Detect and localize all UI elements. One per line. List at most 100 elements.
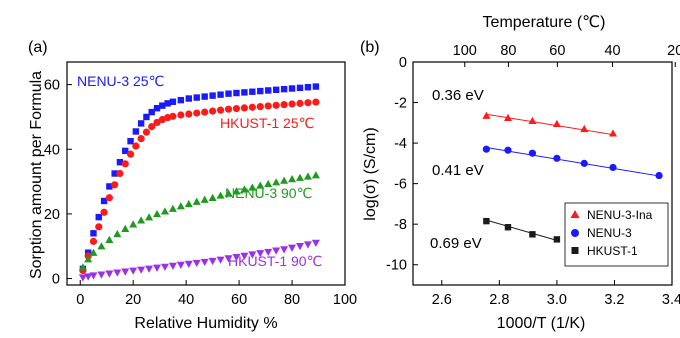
y-tick-label-a: 60 xyxy=(44,78,60,94)
data-point-a xyxy=(208,257,217,266)
top-x-axis-label-b: Temperature (℃) xyxy=(483,14,606,31)
data-point-a xyxy=(105,235,114,243)
data-point-a xyxy=(256,103,264,111)
data-point-a xyxy=(200,195,209,203)
data-point-a xyxy=(105,270,114,278)
data-point-a xyxy=(303,172,312,180)
data-point-a xyxy=(295,243,304,251)
data-point-a xyxy=(288,244,297,252)
y-axis-label-a: Sorption amount per Formula xyxy=(28,71,45,279)
data-point-a xyxy=(164,100,171,107)
data-point-a xyxy=(132,128,140,135)
data-point-a xyxy=(169,112,177,120)
data-point-a xyxy=(200,258,209,267)
data-point-a xyxy=(256,181,265,189)
data-point-b xyxy=(482,145,490,153)
data-point-a xyxy=(296,99,304,107)
data-point-a xyxy=(148,123,156,131)
data-point-a xyxy=(129,220,138,228)
data-point-a xyxy=(89,272,98,280)
data-point-a xyxy=(137,134,145,143)
series-b-0 xyxy=(482,111,618,137)
data-point-a xyxy=(240,252,249,260)
data-point-a xyxy=(304,84,312,91)
x-axis-label-a: Relative Humidity % xyxy=(134,315,277,332)
data-point-a xyxy=(143,113,150,121)
panel-a-label: (a) xyxy=(28,39,48,56)
data-point-a xyxy=(97,271,106,279)
data-point-a xyxy=(184,199,193,208)
series-b-1 xyxy=(482,145,663,180)
data-point-a xyxy=(257,87,264,95)
data-point-a xyxy=(232,254,241,262)
legend-marker-nenu3 xyxy=(571,229,579,237)
x-tick-label-a: 0 xyxy=(76,292,84,308)
data-point-a xyxy=(272,101,280,109)
data-point-a xyxy=(90,230,97,237)
x-tick-label-a: 100 xyxy=(333,292,357,308)
data-point-a xyxy=(159,102,166,109)
data-point-a xyxy=(233,89,240,97)
data-point-a xyxy=(265,87,272,94)
x-tick-label-b: 3.4 xyxy=(662,292,680,308)
data-point-b xyxy=(553,154,561,162)
data-point-a xyxy=(272,247,281,255)
data-point-a xyxy=(176,202,185,210)
plot-frame-a xyxy=(66,61,346,286)
data-point-a xyxy=(121,224,130,232)
x-tick-label-a: 60 xyxy=(231,292,247,308)
data-point-a xyxy=(224,255,233,263)
data-point-a xyxy=(303,241,312,249)
activation-energy-hkust1: 0.69 eV xyxy=(430,235,482,252)
x-tick-label-b: 2.6 xyxy=(432,292,452,308)
data-point-a xyxy=(100,208,108,216)
data-point-a xyxy=(264,248,273,257)
legend-label-nenu3-ina: NENU-3-Ina xyxy=(587,208,653,222)
data-point-a xyxy=(288,174,297,183)
series-b-2 xyxy=(483,217,561,243)
data-point-b xyxy=(609,129,618,137)
top-tick-label-b: 20 xyxy=(667,43,680,59)
data-point-a xyxy=(264,102,272,110)
series-label-nenu3-25: NENU-3 25℃ xyxy=(77,73,164,89)
data-point-a xyxy=(295,173,304,181)
data-point-a xyxy=(153,209,162,218)
data-point-a xyxy=(280,246,289,254)
data-point-a xyxy=(272,178,281,186)
fit-line-b-1 xyxy=(486,147,660,177)
data-point-b xyxy=(553,236,561,243)
data-point-a xyxy=(153,118,161,127)
x-tick-label-a: 80 xyxy=(284,292,300,308)
legend: NENU-3-Ina NENU-3 HKUST-1 xyxy=(564,202,669,267)
data-point-a xyxy=(142,128,151,136)
data-point-a xyxy=(209,92,216,99)
x-tick-label-b: 3.2 xyxy=(604,292,624,308)
b-data-points xyxy=(482,111,663,243)
a-axis-ticks: 0 20 40 60 80 100 0 20 40 60 xyxy=(44,78,357,308)
y-tick-label-a: 40 xyxy=(44,142,60,158)
y-tick-label-b: -10 xyxy=(386,258,407,274)
data-point-a xyxy=(137,266,146,274)
data-point-b xyxy=(552,119,561,128)
data-point-a xyxy=(121,268,130,276)
data-point-a xyxy=(192,197,201,205)
series-a-3 xyxy=(78,239,320,282)
data-point-a xyxy=(145,213,154,221)
data-point-a xyxy=(193,94,200,101)
a-data-points xyxy=(78,83,320,282)
top-tick-label-b: 40 xyxy=(604,43,620,59)
data-point-a xyxy=(113,229,122,238)
data-point-a xyxy=(132,142,140,150)
data-point-a xyxy=(105,194,113,202)
data-point-a xyxy=(84,255,93,263)
data-point-a xyxy=(248,251,257,259)
data-point-a xyxy=(312,83,320,90)
data-point-a xyxy=(296,84,304,92)
data-point-a xyxy=(216,256,225,264)
data-point-b xyxy=(528,149,537,157)
data-point-a xyxy=(116,158,124,166)
data-point-a xyxy=(145,265,154,273)
fit-line-b-0 xyxy=(486,113,614,136)
data-point-a xyxy=(160,207,169,215)
